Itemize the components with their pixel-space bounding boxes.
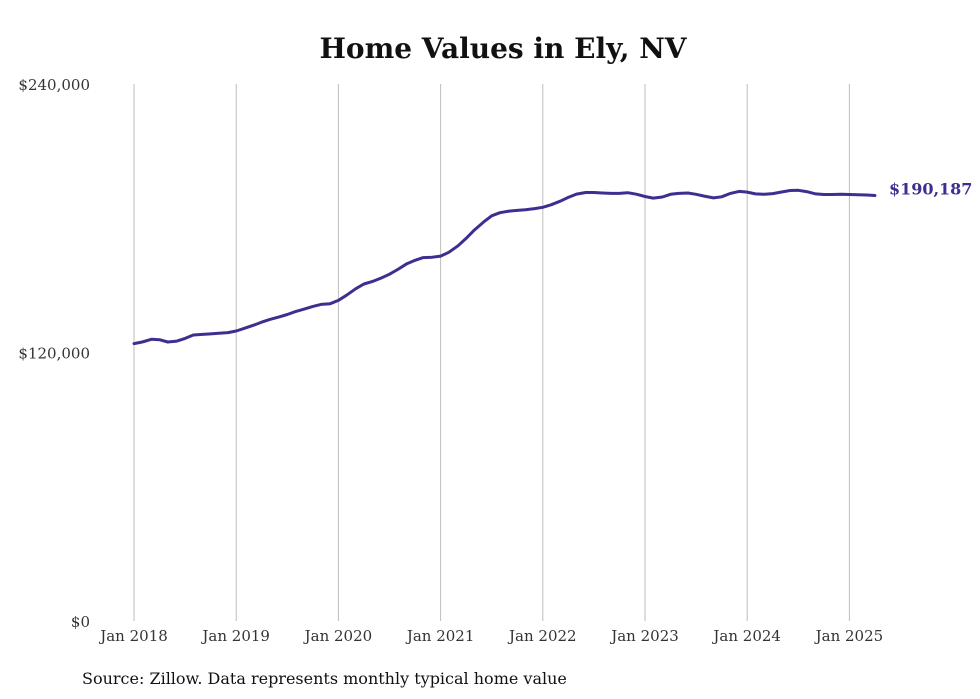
- series-layer: $190,187: [132, 179, 973, 346]
- end-value-label: $190,187: [889, 179, 973, 198]
- y-axis-ticks: $0 $120,000 $240,000: [18, 76, 90, 631]
- y-tick-label: $0: [71, 613, 90, 631]
- y-tick-label: $120,000: [18, 345, 90, 363]
- home-value-line: [132, 188, 877, 346]
- gridlines: [133, 84, 850, 621]
- x-tick-label: Jan 2022: [507, 627, 577, 645]
- x-tick-label: Jan 2021: [405, 627, 475, 645]
- x-tick-label: Jan 2023: [609, 627, 679, 645]
- chart-title: Home Values in Ely, NV: [319, 32, 687, 65]
- x-tick-label: Jan 2020: [303, 627, 373, 645]
- x-axis-ticks: Jan 2018 Jan 2019 Jan 2020 Jan 2021 Jan 2022…: [98, 627, 883, 645]
- x-tick-label: Jan 2025: [814, 627, 884, 645]
- x-tick-label: Jan 2024: [711, 627, 781, 645]
- source-note: Source: Zillow. Data represents monthly …: [82, 669, 567, 688]
- x-tick-label: Jan 2019: [200, 627, 270, 645]
- y-tick-label: $240,000: [18, 76, 90, 94]
- x-tick-label: Jan 2018: [98, 627, 168, 645]
